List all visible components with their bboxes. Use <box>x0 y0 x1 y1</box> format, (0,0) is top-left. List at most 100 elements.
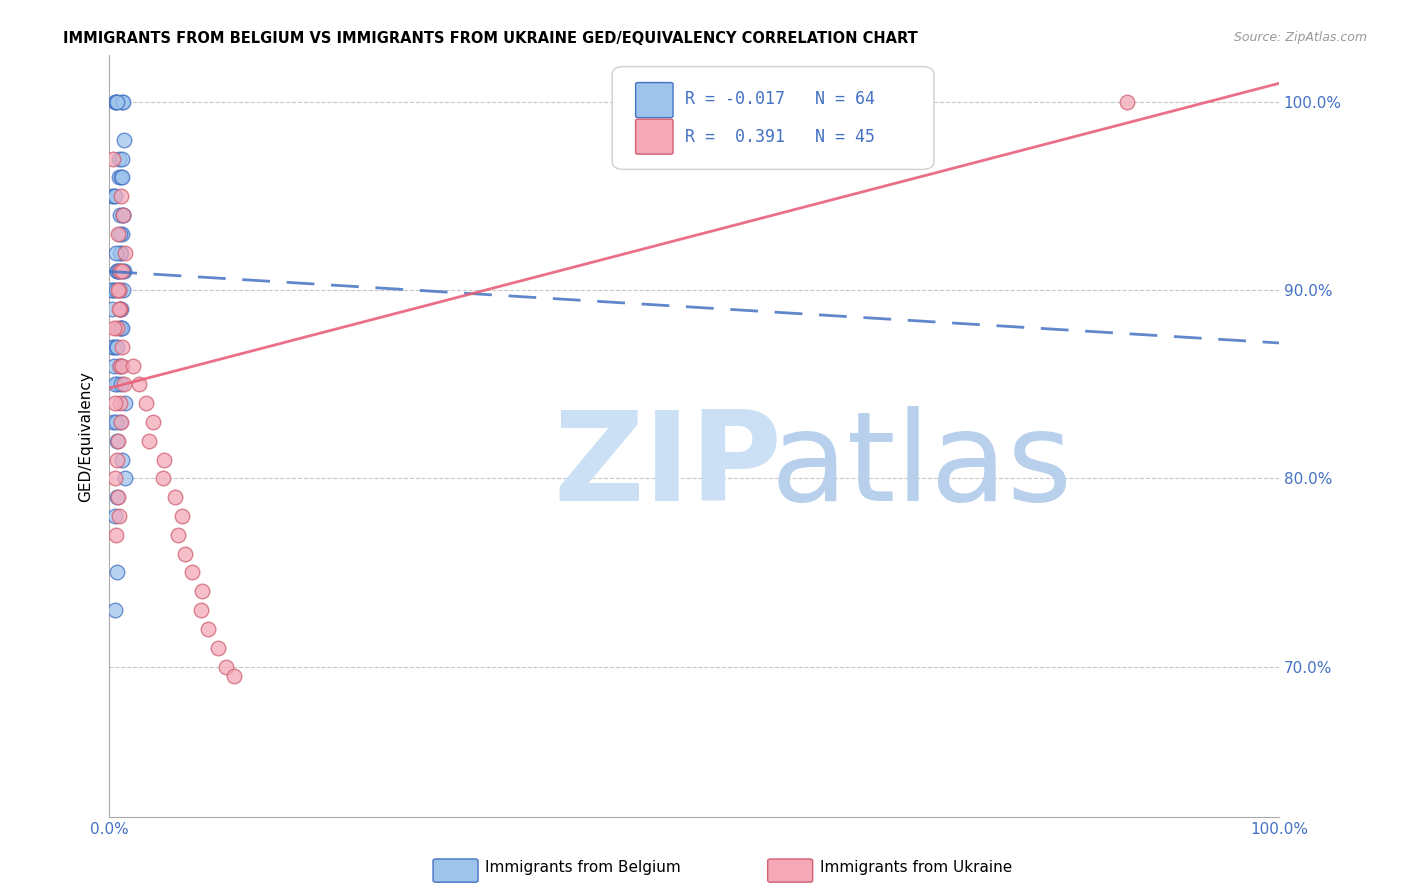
Point <box>105 415 128 429</box>
Point <box>101 340 124 354</box>
Point <box>108 359 131 373</box>
Point <box>107 434 129 448</box>
Point <box>111 170 134 185</box>
Point <box>103 359 125 373</box>
Point <box>112 208 135 222</box>
Point <box>105 264 128 278</box>
Point <box>112 133 135 147</box>
Point <box>105 95 128 110</box>
Point <box>105 528 128 542</box>
Point <box>108 264 131 278</box>
Point <box>105 95 128 110</box>
Point <box>111 95 134 110</box>
Point <box>207 640 229 655</box>
Text: ZIP: ZIP <box>554 406 783 527</box>
Point <box>166 528 188 542</box>
Point <box>110 359 132 373</box>
Point <box>191 584 214 599</box>
Point <box>110 208 132 222</box>
Point <box>110 245 132 260</box>
Point <box>108 302 131 317</box>
Point <box>152 471 174 485</box>
Point <box>105 434 128 448</box>
Point <box>222 669 245 683</box>
Point <box>215 659 238 673</box>
Point <box>174 547 197 561</box>
Text: Source: ZipAtlas.com: Source: ZipAtlas.com <box>1233 31 1367 45</box>
Point <box>1115 95 1137 110</box>
Point <box>122 359 145 373</box>
Point <box>170 508 193 523</box>
Point <box>107 283 129 297</box>
Point <box>101 283 124 297</box>
Point <box>104 508 127 523</box>
Point <box>108 302 131 317</box>
Point <box>111 321 134 335</box>
Text: Immigrants from Belgium: Immigrants from Belgium <box>485 860 681 874</box>
Point <box>110 452 132 467</box>
Point <box>128 377 150 392</box>
Text: R = -0.017   N = 64: R = -0.017 N = 64 <box>685 90 875 108</box>
Point <box>104 95 127 110</box>
Point <box>103 415 125 429</box>
FancyBboxPatch shape <box>636 83 673 118</box>
Point <box>104 377 127 392</box>
Point <box>101 283 124 297</box>
Point <box>112 264 135 278</box>
Text: R =  0.391   N = 45: R = 0.391 N = 45 <box>685 128 875 145</box>
Point <box>103 396 125 410</box>
Point <box>190 603 212 617</box>
Text: IMMIGRANTS FROM BELGIUM VS IMMIGRANTS FROM UKRAINE GED/EQUIVALENCY CORRELATION C: IMMIGRANTS FROM BELGIUM VS IMMIGRANTS FR… <box>63 31 918 46</box>
Point <box>110 170 132 185</box>
Point <box>107 490 129 504</box>
Point <box>108 359 131 373</box>
Point <box>112 264 135 278</box>
Point <box>114 471 136 485</box>
Point <box>105 340 128 354</box>
Point <box>108 302 131 317</box>
Point <box>110 189 132 203</box>
Point <box>108 264 131 278</box>
Point <box>104 245 127 260</box>
Point <box>101 302 124 317</box>
Point <box>108 415 131 429</box>
Point <box>104 283 127 297</box>
Point <box>114 245 136 260</box>
Y-axis label: GED/Equivalency: GED/Equivalency <box>79 371 93 501</box>
Point <box>111 264 134 278</box>
Point <box>108 227 131 241</box>
Point <box>108 396 131 410</box>
Point <box>110 377 132 392</box>
Point <box>108 508 131 523</box>
Point <box>103 189 125 203</box>
Point <box>108 152 131 166</box>
FancyBboxPatch shape <box>612 67 934 169</box>
Point <box>104 471 127 485</box>
Point <box>111 227 134 241</box>
Point <box>105 566 128 580</box>
Point <box>112 208 135 222</box>
Point <box>135 396 157 410</box>
Point <box>108 245 131 260</box>
Point <box>107 227 129 241</box>
Point <box>112 377 135 392</box>
Point <box>110 321 132 335</box>
Point <box>110 415 132 429</box>
Point <box>108 264 131 278</box>
FancyBboxPatch shape <box>636 120 673 154</box>
Text: atlas: atlas <box>770 406 1073 527</box>
Point <box>104 189 127 203</box>
Point <box>103 321 125 335</box>
Point <box>105 490 128 504</box>
Point <box>104 603 127 617</box>
Point <box>105 95 128 110</box>
Point <box>165 490 187 504</box>
Point <box>110 321 132 335</box>
Point <box>114 396 136 410</box>
Text: Immigrants from Ukraine: Immigrants from Ukraine <box>820 860 1012 874</box>
Point <box>110 152 132 166</box>
Point <box>111 95 134 110</box>
Point <box>112 283 135 297</box>
Point <box>101 340 124 354</box>
Point <box>100 189 122 203</box>
